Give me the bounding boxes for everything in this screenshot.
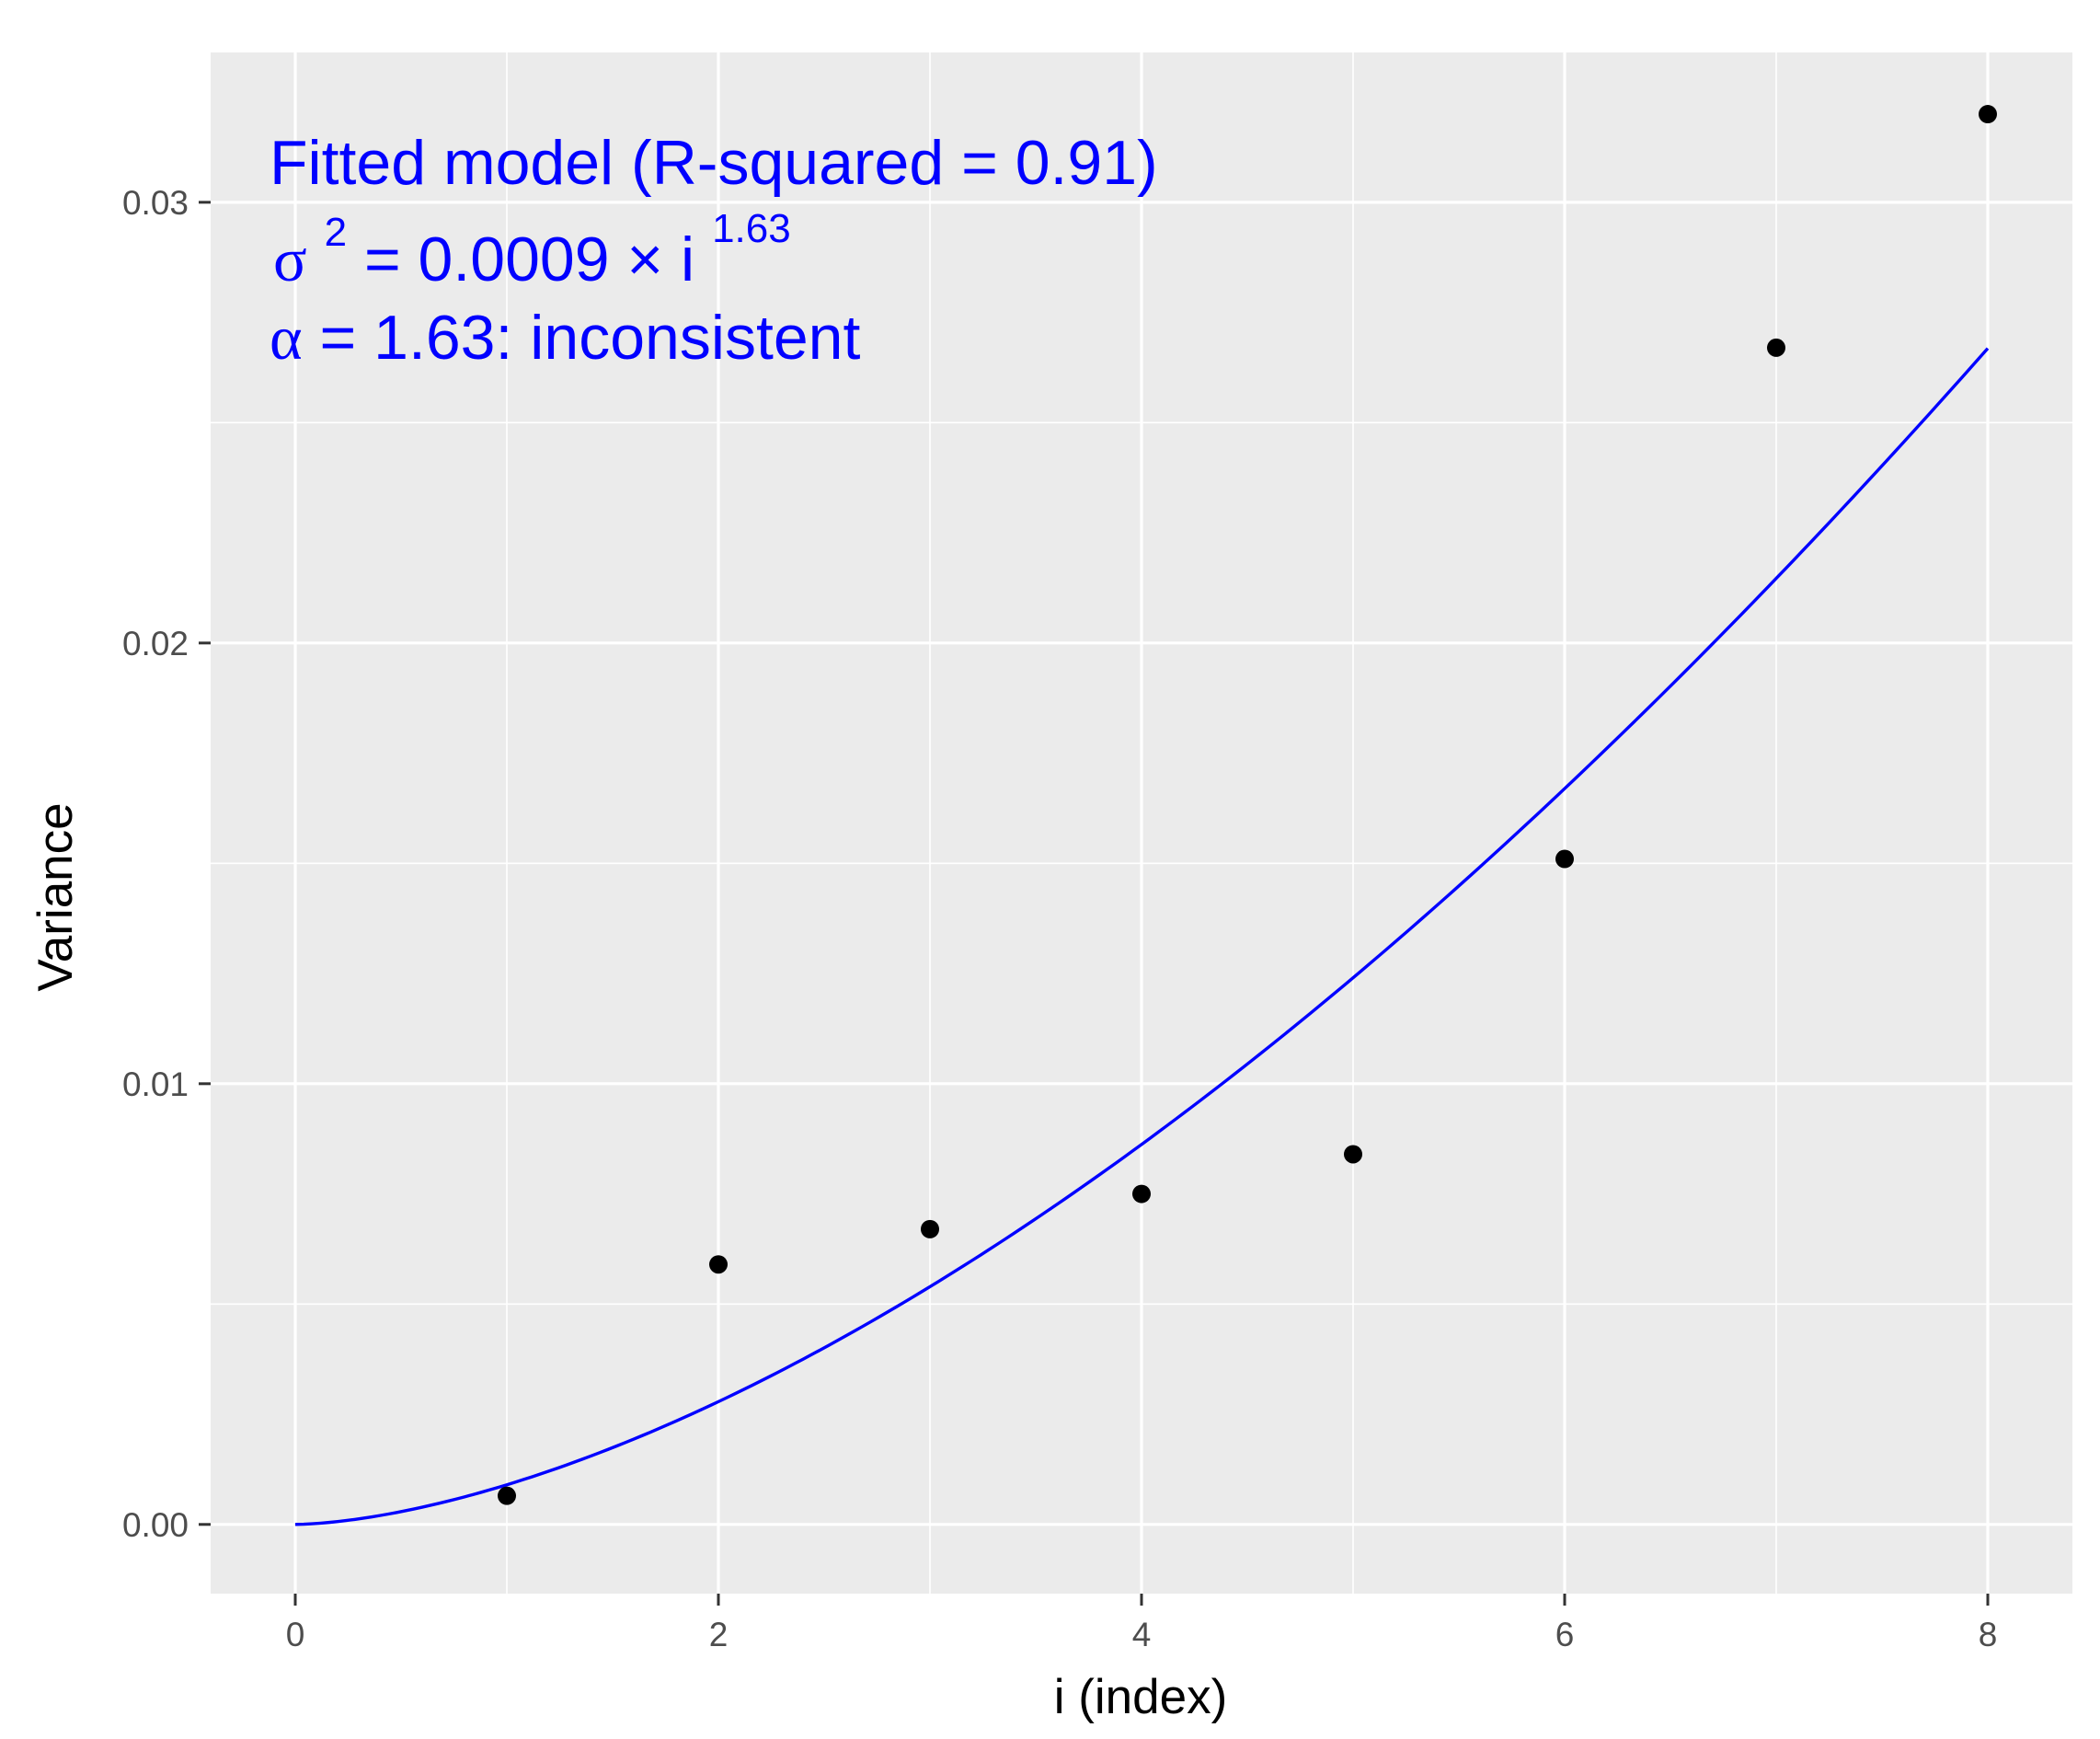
y-axis-title: Variance xyxy=(29,802,83,991)
data-point xyxy=(1979,105,1997,124)
equation-body: = 0.0009 × i xyxy=(364,225,694,294)
axis-ticks xyxy=(199,201,1990,1606)
x-tick-label: 8 xyxy=(1979,1616,1998,1653)
sigma-superscript: 2 xyxy=(325,210,347,255)
x-tick-label: 2 xyxy=(709,1616,729,1653)
x-tick-label: 0 xyxy=(286,1616,305,1653)
sigma-symbol: σ xyxy=(273,225,307,294)
y-tick-label: 0.02 xyxy=(122,625,189,662)
x-axis-title: i (index) xyxy=(1054,1670,1228,1724)
alpha-statement: = 1.63: inconsistent xyxy=(320,303,861,373)
data-point xyxy=(709,1255,728,1274)
data-point xyxy=(1344,1145,1362,1164)
data-point xyxy=(498,1486,516,1505)
y-tick-label: 0.01 xyxy=(122,1065,189,1103)
y-tick-labels: 0.00 0.01 0.02 0.03 xyxy=(122,184,189,1544)
y-tick-label: 0.00 xyxy=(122,1506,189,1544)
fitted-curve xyxy=(294,347,1990,1526)
data-point xyxy=(1767,338,1785,357)
alpha-symbol: α xyxy=(270,303,303,373)
exponent-superscript: 1.63 xyxy=(712,206,791,251)
data-point xyxy=(1555,849,1574,869)
major-gridlines xyxy=(211,52,2072,1594)
annotation-line-1: Fitted model (R-squared = 0.91) xyxy=(270,128,1158,198)
data-points xyxy=(498,105,1997,1505)
annotation-line-3: α = 1.63: inconsistent xyxy=(270,303,860,373)
data-point xyxy=(921,1219,939,1238)
x-tick-label: 4 xyxy=(1132,1616,1152,1653)
y-tick-label: 0.03 xyxy=(122,184,189,222)
x-tick-labels: 0 2 4 6 8 xyxy=(286,1616,1998,1653)
annotation-line-2: σ 2 = 0.0009 × i 1.63 xyxy=(273,190,791,294)
data-point xyxy=(1132,1184,1151,1203)
x-tick-label: 6 xyxy=(1555,1616,1575,1653)
